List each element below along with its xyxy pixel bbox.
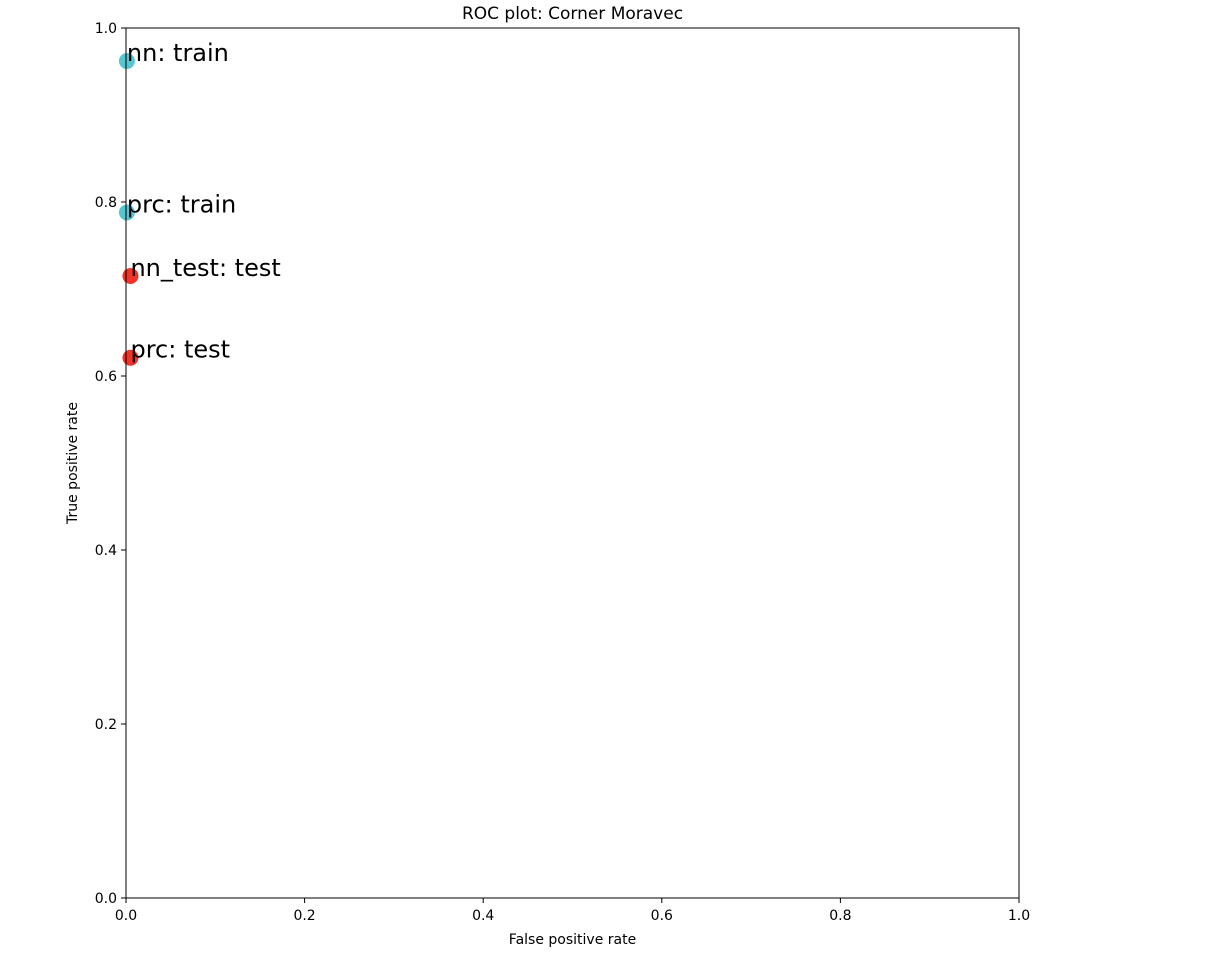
y-tick-label: 0.6 — [95, 369, 117, 385]
x-tick-label: 1.0 — [1008, 908, 1030, 924]
scatter-point — [118, 204, 135, 221]
chart-title: ROC plot: Corner Moravec — [462, 4, 683, 24]
scatter-point — [118, 53, 135, 70]
x-axis-label: False positive rate — [509, 932, 636, 948]
y-axis-label: True positive rate — [65, 402, 81, 525]
point-annotations: nn: train prc: train nn_test: test prc: tes… — [127, 39, 281, 364]
x-tick-label: 0.4 — [472, 908, 494, 924]
x-tick-label: 0.6 — [651, 908, 673, 924]
y-axis-ticks: 0.0 0.2 0.4 0.6 0.8 1.0 — [95, 21, 126, 907]
y-tick-label: 0.4 — [95, 543, 117, 559]
x-tick-label: 0.2 — [293, 908, 315, 924]
x-axis-ticks: 0.0 0.2 0.4 0.6 0.8 1.0 — [115, 898, 1030, 924]
y-tick-label: 1.0 — [95, 21, 117, 37]
point-label: prc: train — [127, 190, 236, 218]
y-tick-label: 0.0 — [95, 891, 117, 907]
y-tick-label: 0.2 — [95, 717, 117, 733]
y-tick-label: 0.8 — [95, 195, 117, 211]
x-tick-label: 0.0 — [115, 908, 137, 924]
point-label: nn: train — [127, 39, 229, 67]
point-label: prc: test — [130, 336, 230, 364]
x-tick-label: 0.8 — [829, 908, 851, 924]
plot-area-frame — [125, 27, 1020, 899]
point-label: nn_test: test — [130, 254, 280, 282]
